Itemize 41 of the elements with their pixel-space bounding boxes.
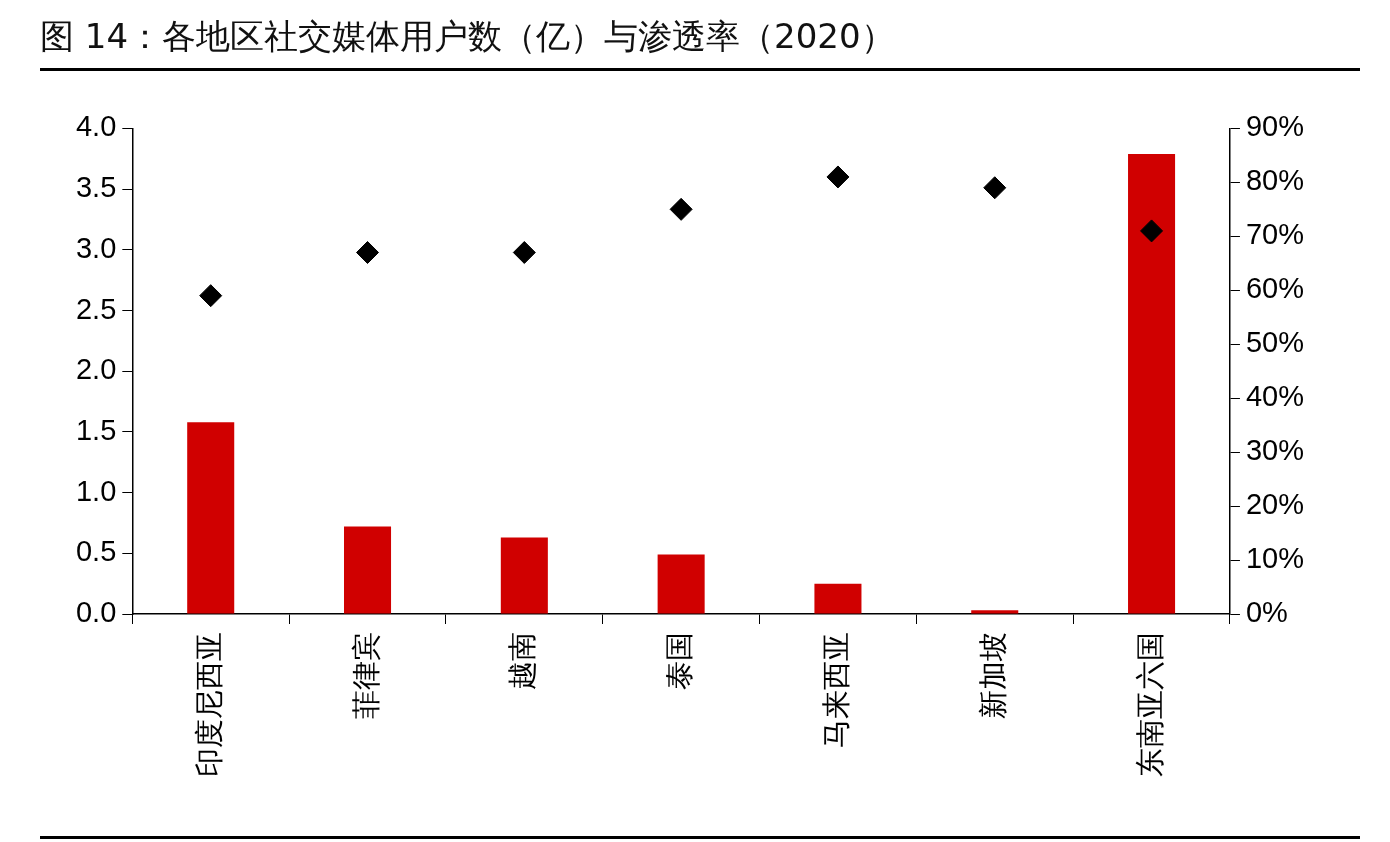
y-tick-label: 2.0 xyxy=(75,353,117,386)
y2-tick-label: 20% xyxy=(1245,488,1304,521)
bar xyxy=(187,422,235,614)
y2-tick-label: 70% xyxy=(1245,218,1304,251)
point xyxy=(356,241,380,264)
point xyxy=(199,284,223,308)
y2-tick-label: 30% xyxy=(1245,434,1304,467)
x-tick-label: 泰国 xyxy=(663,632,696,690)
x-tick-label: 马来西亚 xyxy=(819,632,852,748)
x-tick-label: 越南 xyxy=(506,632,539,690)
bar xyxy=(971,610,1019,614)
y-tick-label: 1.0 xyxy=(75,474,117,507)
y2-tick-label: 80% xyxy=(1245,164,1304,197)
x-tick-label: 印度尼西亚 xyxy=(192,632,225,777)
x-tick-label: 菲律宾 xyxy=(349,632,382,719)
y2-tick-label: 0% xyxy=(1245,596,1288,628)
y-tick-label: 3.0 xyxy=(75,231,117,264)
bar xyxy=(657,554,705,614)
bar xyxy=(814,583,862,614)
bar xyxy=(1128,153,1176,614)
point xyxy=(983,176,1007,200)
point xyxy=(826,165,850,189)
y2-tick-label: 10% xyxy=(1245,542,1304,575)
y-tick-label: 1.5 xyxy=(75,413,117,446)
chart-title: 图 14：各地区社交媒体用户数（亿）与渗透率（2020） xyxy=(40,14,1360,71)
x-tick-label: 东南亚六国 xyxy=(1133,632,1166,777)
y2-tick-label: 40% xyxy=(1245,380,1304,413)
point xyxy=(669,197,693,221)
x-tick-label: 新加坡 xyxy=(976,632,1009,719)
y-tick-label: 0.0 xyxy=(75,596,117,628)
y-tick-label: 4.0 xyxy=(75,110,117,143)
y2-tick-label: 90% xyxy=(1245,110,1304,143)
y-tick-label: 0.5 xyxy=(75,535,117,568)
bar xyxy=(344,526,392,614)
bar xyxy=(500,537,548,614)
point xyxy=(1140,219,1164,243)
y2-tick-label: 50% xyxy=(1245,326,1304,359)
y-tick-label: 3.5 xyxy=(75,171,117,204)
y-tick-label: 2.5 xyxy=(75,292,117,325)
y2-tick-label: 60% xyxy=(1245,272,1304,305)
point xyxy=(512,241,536,264)
